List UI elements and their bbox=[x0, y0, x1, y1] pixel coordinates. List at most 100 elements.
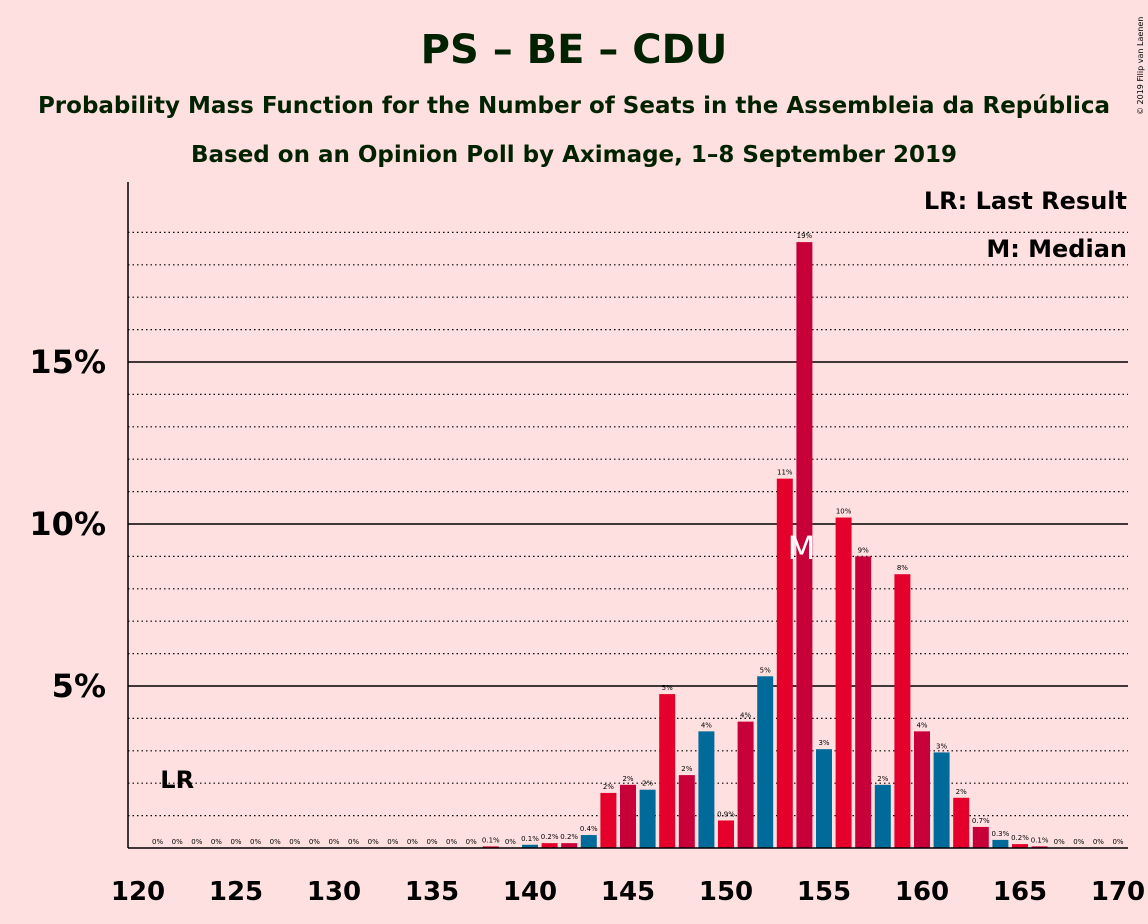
bar-seat-148 bbox=[678, 775, 695, 848]
bar-value-label: 0% bbox=[387, 838, 398, 846]
gridlines bbox=[128, 231, 1128, 817]
bar-value-label: 3% bbox=[936, 742, 947, 750]
x-tick-label: 140 bbox=[503, 877, 557, 907]
legend-last-result: LR: Last Result bbox=[924, 187, 1127, 215]
bar-seat-165 bbox=[1012, 844, 1028, 848]
bar-value-label: 0% bbox=[1054, 838, 1065, 846]
bar-value-label: 0% bbox=[426, 838, 437, 846]
bar-seat-157 bbox=[855, 556, 872, 848]
bar-value-label: 0% bbox=[446, 838, 457, 846]
bar-seat-163 bbox=[972, 826, 989, 848]
chart-subtitle-1: Probability Mass Function for the Number… bbox=[38, 93, 1110, 119]
copyright-text: © 2019 Filip van Laenen bbox=[1136, 17, 1145, 115]
bar-value-label: 0% bbox=[191, 838, 202, 846]
bar-value-label: 0% bbox=[368, 838, 379, 846]
bar-value-label: 0% bbox=[466, 838, 477, 846]
bar-value-label: 8% bbox=[897, 564, 908, 572]
bar-value-label: 4% bbox=[740, 712, 751, 720]
y-tick-label: 5% bbox=[52, 667, 106, 705]
x-tick-label: 125 bbox=[209, 877, 263, 907]
bar-value-label: 0% bbox=[211, 838, 222, 846]
x-tick-label: 120 bbox=[111, 877, 165, 907]
x-tick-label: 160 bbox=[895, 877, 949, 907]
bar-seat-166 bbox=[1031, 846, 1048, 848]
bar-seat-161 bbox=[933, 752, 950, 848]
x-tick-label: 135 bbox=[405, 877, 459, 907]
bar-value-label: 0.1% bbox=[521, 835, 539, 843]
legend-median: M: Median bbox=[986, 235, 1127, 263]
bar-value-label: 2% bbox=[603, 783, 614, 791]
bar-value-label: 0% bbox=[152, 838, 163, 846]
bar-value-label: 0.9% bbox=[717, 810, 735, 818]
bar-seat-151 bbox=[737, 721, 754, 848]
bar-value-label: 0% bbox=[505, 838, 516, 846]
bar-value-label: 0% bbox=[1073, 838, 1084, 846]
bar-value-label: 11% bbox=[777, 469, 793, 477]
bars bbox=[482, 242, 1048, 848]
x-tick-label: 150 bbox=[699, 877, 753, 907]
bar-seat-145 bbox=[620, 784, 636, 848]
bar-value-label: 0.1% bbox=[482, 836, 500, 844]
y-tick-label: 10% bbox=[29, 505, 106, 543]
bar-value-label: 0% bbox=[270, 838, 281, 846]
bar-value-label: 0% bbox=[230, 838, 241, 846]
bar-labels: 0% 0% 0% 0% 0% 0% 0% 0% 0% 0% 0% 0% 0% 0% 0% 0% 0% 0.1% 0%… bbox=[152, 232, 1124, 846]
bar-seat-154 bbox=[796, 242, 813, 848]
bar-seat-149 bbox=[698, 731, 715, 848]
x-tick-label: 130 bbox=[307, 877, 361, 907]
bar-seat-146 bbox=[639, 789, 656, 848]
x-tick-label: 145 bbox=[601, 877, 655, 907]
bar-value-label: 4% bbox=[916, 721, 927, 729]
bar-value-label: 10% bbox=[836, 508, 852, 516]
bar-seat-143 bbox=[580, 835, 597, 848]
bar-value-label: 2% bbox=[622, 775, 633, 783]
bar-seat-155 bbox=[816, 749, 832, 848]
bar-value-label: 0.2% bbox=[1011, 834, 1029, 842]
bar-value-label: 0% bbox=[348, 838, 359, 846]
bar-value-label: 0.2% bbox=[560, 833, 578, 841]
bar-value-label: 5% bbox=[760, 666, 771, 674]
bar-seat-142 bbox=[561, 843, 578, 848]
bar-seat-140 bbox=[522, 844, 538, 848]
bar-value-label: 2% bbox=[681, 765, 692, 773]
bar-value-label: 2% bbox=[956, 788, 967, 796]
x-axis-ticks: 120 125 130 135 140 145 150 155 160 165 170 bbox=[111, 877, 1145, 907]
bar-value-label: 4% bbox=[701, 721, 712, 729]
x-tick-label: 170 bbox=[1091, 877, 1145, 907]
bar-seat-144 bbox=[600, 792, 617, 848]
bar-value-label: 0% bbox=[407, 838, 418, 846]
bar-value-label: 0.4% bbox=[580, 825, 598, 833]
bar-seat-147 bbox=[659, 694, 676, 848]
bar-value-label: 0% bbox=[1093, 838, 1104, 846]
bar-value-label: 0.1% bbox=[1031, 836, 1049, 844]
bar-value-label: 0% bbox=[289, 838, 300, 846]
bar-value-label: 0% bbox=[309, 838, 320, 846]
bar-value-label: 0.7% bbox=[972, 817, 990, 825]
x-tick-label: 155 bbox=[797, 877, 851, 907]
chart-title: PS – BE – CDU bbox=[421, 27, 728, 73]
chart-subtitle-2: Based on an Opinion Poll by Aximage, 1–8… bbox=[191, 142, 957, 168]
bar-value-label: 2% bbox=[877, 775, 888, 783]
bar-seat-159 bbox=[894, 574, 911, 848]
bar-value-label: 5% bbox=[662, 684, 673, 692]
y-axis-ticks: 5% 10% 15% bbox=[29, 343, 106, 705]
bar-seat-141 bbox=[541, 843, 558, 848]
bar-value-label: 0% bbox=[172, 838, 183, 846]
bar-value-label: 2% bbox=[642, 780, 653, 788]
y-tick-label: 15% bbox=[29, 343, 106, 381]
bar-seat-160 bbox=[914, 731, 930, 848]
bar-value-label: 0.2% bbox=[541, 833, 559, 841]
last-result-marker: LR bbox=[160, 766, 194, 794]
bar-seat-150 bbox=[718, 820, 734, 848]
bar-seat-138 bbox=[482, 846, 499, 848]
bar-seat-156 bbox=[835, 517, 852, 848]
bar-value-label: 0% bbox=[250, 838, 261, 846]
bar-seat-158 bbox=[874, 784, 891, 848]
bar-seat-164 bbox=[992, 839, 1009, 848]
median-marker: M bbox=[788, 529, 816, 567]
bar-value-label: 9% bbox=[858, 546, 869, 554]
bar-seat-153 bbox=[776, 478, 793, 848]
bar-value-label: 3% bbox=[818, 739, 829, 747]
bar-seat-162 bbox=[953, 797, 970, 848]
